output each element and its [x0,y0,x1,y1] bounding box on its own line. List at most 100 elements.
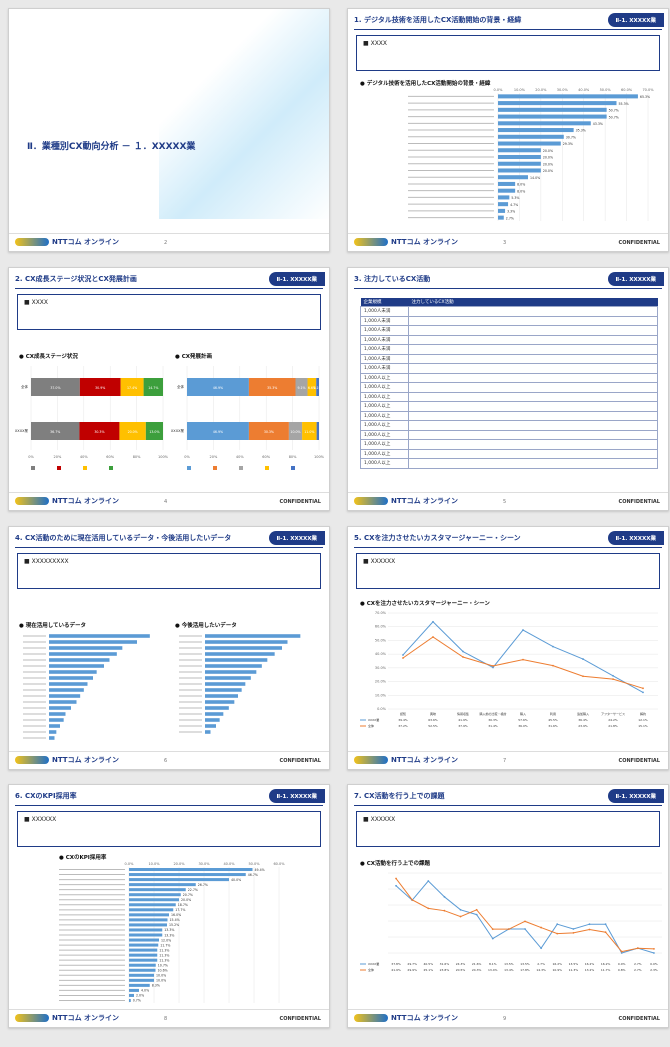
ntt-logo: NTTコム オンライン [15,496,119,506]
bar [129,973,154,977]
x-tick-label: 60.0% [273,862,285,866]
section-badge: Ⅱ-1. XXXXX業 [607,789,664,803]
chart-title: デジタル技術を活用したCX活動開始の背景・経緯 [360,79,491,87]
table-value: 2.7% [634,962,642,966]
table-cell-activity [408,325,658,336]
slide-thumbnail-7[interactable]: 5. CXを注力させたいカスタマージャーニー・シーン Ⅱ-1. XXXXX業 X… [347,526,669,770]
stacked-bar-segment [31,422,80,440]
x-tick-label: 40.0% [578,88,590,92]
slide-thumbnail-6[interactable]: 4. CX活動のために現在活用しているデータ・今後活用したいデータ Ⅱ-1. X… [8,526,330,770]
data-label: 40.0% [231,878,241,882]
data-point [432,636,434,638]
bar [205,664,262,668]
table-value: 29.9% [407,968,417,972]
slide-title: 1. デジタル技術を活用したCX活動開始の背景・経緯 [354,16,522,24]
table-row: 1,000人以上 [360,448,658,459]
data-point [612,678,614,681]
table-value: 41.9% [458,718,468,722]
segment-label: 20.0% [128,430,138,434]
logo-text: NTTコム オンライン [52,1014,120,1022]
x-tick-label: 0.0% [494,88,504,92]
data-label: 2.7% [506,216,514,220]
slide-thumbnail-9[interactable]: 7. CX活動を行う上での課題 Ⅱ-1. XXXXX業 XXXXXX CX活動を… [347,784,669,1028]
y-tick-label: 10.0% [375,693,387,697]
data-label: 0.7% [133,999,141,1003]
ntt-logo-icon [15,756,49,764]
bar [205,706,229,710]
section-badge: Ⅱ-1. XXXXX業 [268,789,325,803]
bar [49,712,66,716]
slide-thumbnail-2[interactable]: Ⅱ．業種別CX動向分析 － １．XXXXX業 NTTコム オンライン 2 [8,8,330,252]
chart-title: CXのKPI採用率 [59,853,107,861]
bar [49,664,104,668]
bar [129,943,159,947]
logo-text: NTTコム オンライン [52,238,120,246]
data-point [522,629,524,631]
data-point [620,952,623,954]
bar [129,958,158,962]
slide-thumbnail-4[interactable]: 2. CX成長ステージ状況とCX発展計画 Ⅱ-1. XXXXX業 XXXX CX… [8,267,330,511]
slide-thumbnail-8[interactable]: 6. CXのKPI採用率 Ⅱ-1. XXXXX業 XXXXXX CXのKPI採用… [8,784,330,1028]
table-value: 13.4% [504,968,514,972]
bar [129,928,163,932]
bar [129,933,163,937]
bar [498,148,541,153]
title-underline [15,288,323,289]
x-tick-label: 0.0% [125,862,135,866]
bar [49,706,71,710]
table-row: 1,000人未満 [360,334,658,345]
bar [498,134,564,139]
table-value: 2.7% [634,968,642,972]
bar [129,903,176,907]
data-point [459,908,462,911]
table-cell-activity [408,429,658,440]
note-box: XXXXXXXXX [17,553,321,589]
bar [205,718,220,722]
legend-swatch [31,466,35,470]
data-label: 11.3% [159,948,169,952]
data-label: 10.7% [158,963,168,967]
bar [205,712,224,716]
table-row: 1,000人以上 [360,420,658,431]
title-underline [15,547,323,548]
table-cell-size: 1,000人以上 [360,429,409,440]
table-value: 10.9% [552,968,562,972]
segment-label: 10.0% [290,430,300,434]
bar [498,202,509,207]
bar [498,195,510,200]
table-value: 39.4% [398,718,408,722]
page-number: 5 [503,499,507,505]
bar [205,676,251,680]
data-label: 12.0% [161,938,171,942]
slide-thumbnail-5[interactable]: 3. 注力しているCX活動 Ⅱ-1. XXXXX業 企業規模 注力しているCX活… [347,267,669,511]
bar [129,953,158,957]
bar [49,700,77,704]
table-cell-size: 1,000人未満 [360,315,409,326]
slide-footer: NTTコム オンライン 9 CONFIDENTIAL [348,1009,668,1027]
section-badge: Ⅱ-1. XXXXX業 [268,272,325,286]
logo-text: NTTコム オンライン [391,756,459,764]
data-point [556,923,559,926]
category-label: 購入前の比較・検討 [479,711,506,716]
stacked-bar-segment [288,422,303,440]
table-cell-activity [408,353,658,364]
page-number: 9 [503,1016,507,1022]
ntt-logo-icon [15,1014,49,1022]
bar [129,918,168,922]
segment-label: 17.4% [127,386,137,390]
data-label: 20.7% [183,893,193,897]
x-tick-label: 50.0% [248,862,260,866]
table-value: 63.6% [428,718,438,722]
bar [498,188,516,193]
x-tick-label: 80% [289,455,297,459]
slide-thumbnail-3[interactable]: 1. デジタル技術を活用したCX活動開始の背景・経緯 Ⅱ-1. XXXXX業 X… [347,8,669,252]
x-tick-label: 20% [210,455,218,459]
data-label: 14.0% [530,176,540,180]
bar [498,181,516,186]
data-label: 15.4% [170,918,180,922]
confidential-label: CONFIDENTIAL [279,499,321,505]
data-label: 13.3% [164,933,174,937]
table-row: 1,000人未満 [360,306,658,317]
table-cell-size: 1,000人未満 [360,325,409,336]
x-tick-label: 40% [80,455,88,459]
